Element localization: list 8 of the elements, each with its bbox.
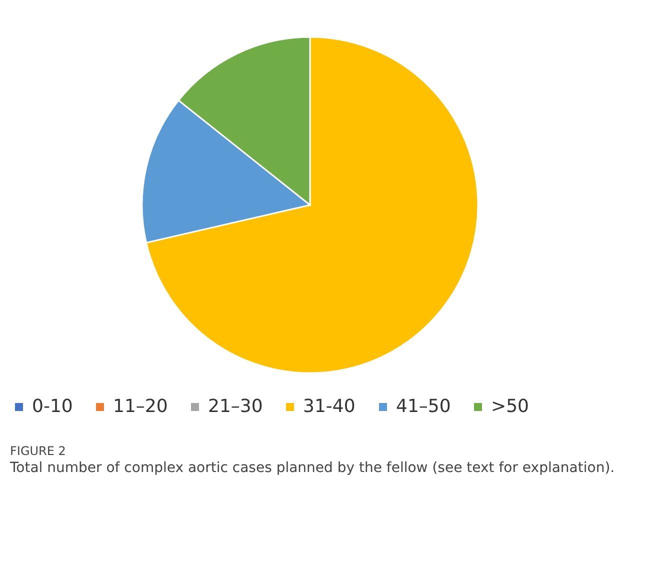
text: Total number of complex aortic cases planned by the fellow (see text for explanation). xyxy=(9,460,615,476)
legend-label: 41–50 xyxy=(396,396,451,417)
legend-label: 31-40 xyxy=(303,396,356,417)
caption: FIGURE 2 xyxy=(10,444,66,458)
legend-label: >50 xyxy=(491,396,529,417)
legend-label: 21–30 xyxy=(208,396,263,417)
legend-label: 11–20 xyxy=(113,396,168,417)
legend-label: 0-10 xyxy=(32,396,73,417)
